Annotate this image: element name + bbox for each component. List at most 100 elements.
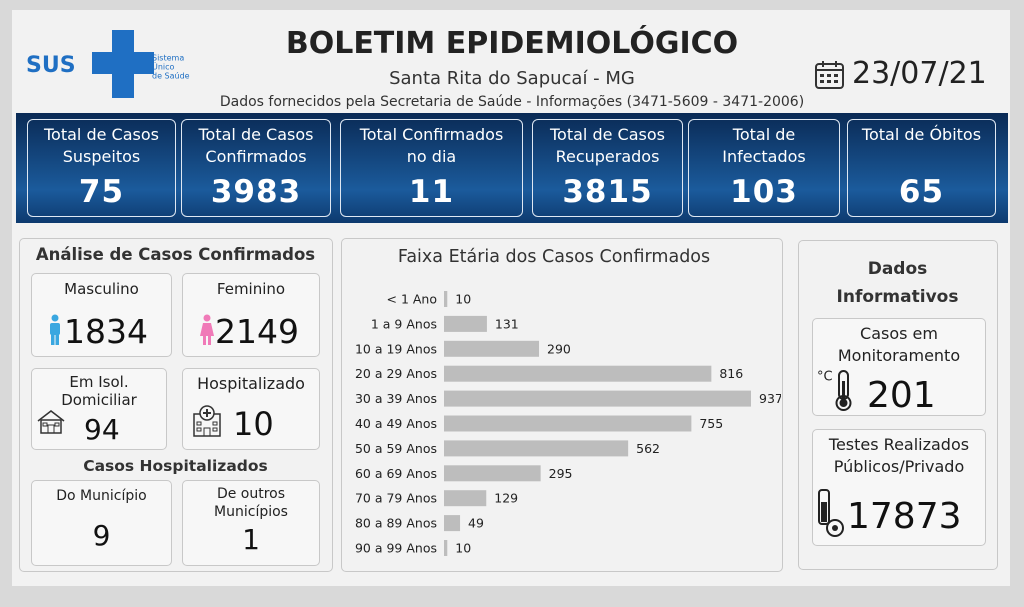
box-value: 17873 <box>847 496 962 537</box>
stat-box: Casos em Monitoramento °C 201 <box>812 318 986 416</box>
stat-box: Do Município 9 <box>31 480 172 566</box>
value-label: 937 <box>759 391 781 406</box>
stat-box: Hospitalizado 10 <box>182 368 320 450</box>
value-label: 131 <box>495 316 519 331</box>
title: BOLETIM EPIDEMIOLÓGICO <box>285 26 739 61</box>
stat-box: De outros Municípios 1 <box>182 480 320 566</box>
stat-box: Feminino 2149 <box>182 273 320 357</box>
card-value: 3815 <box>562 174 653 210</box>
logo-caption: Único <box>152 61 175 72</box>
bar <box>444 440 629 457</box>
test-tube-icon <box>818 489 844 537</box>
summary-band: Total de Casos Suspeitos 75 Total de Caso… <box>16 113 1008 223</box>
card-value: 75 <box>78 174 125 210</box>
box-value: 10 <box>233 405 274 443</box>
bar <box>444 490 487 507</box>
box-label: Do Município <box>56 488 147 504</box>
box-value: 94 <box>84 413 120 446</box>
category-label: 50 a 59 Anos <box>355 441 437 456</box>
city: Santa Rita do Sapucaí - MG <box>389 68 635 89</box>
logo-cross <box>92 52 154 74</box>
logo-caption: Sistema <box>152 54 184 63</box>
card: Total de Casos Recuperados 3815 <box>532 119 683 217</box>
bar <box>444 390 751 407</box>
source: Dados fornecidos pela Secretaria de Saúd… <box>219 94 805 110</box>
value-label: 295 <box>549 466 573 481</box>
stat-box: Em Isol. Domiciliar 94 <box>31 368 167 450</box>
card-value: 3983 <box>210 174 302 210</box>
card-value: 65 <box>898 174 945 210</box>
logo: SUS Sistema Único de Saúde <box>26 30 190 98</box>
box-label: Feminino <box>216 280 286 298</box>
female-icon <box>200 314 214 345</box>
hospital-icon <box>193 405 221 437</box>
value-label: 290 <box>547 341 571 356</box>
bar <box>444 515 461 532</box>
category-label: 1 a 9 Anos <box>371 316 437 331</box>
bar <box>444 291 448 307</box>
box-label: Masculino <box>64 280 139 298</box>
box-label: Testes Realizados Públicos/Privado <box>828 435 970 476</box>
box-label: Em Isol. Domiciliar <box>61 373 137 409</box>
card: Total de Casos Confirmados 3983 <box>181 119 331 217</box>
card-label: Total de Infectados <box>722 125 806 166</box>
card: Total de Óbitos 65 <box>847 119 996 217</box>
analysis-panel: Análise de Casos Confirmados Masculino 1… <box>19 238 333 572</box>
box-label: De outros Municípios <box>214 486 288 520</box>
value-label: 10 <box>455 541 471 556</box>
section-title: Casos Hospitalizados <box>83 457 268 475</box>
value-label: 816 <box>719 366 743 381</box>
house-icon <box>37 410 65 434</box>
category-label: 10 a 19 Anos <box>355 341 437 356</box>
box-value: 9 <box>92 519 111 552</box>
card-label: Total de Óbitos <box>861 125 982 144</box>
category-label: 90 a 99 Anos <box>355 541 437 556</box>
bar <box>444 415 692 432</box>
panel-title: Dados Informativos <box>836 259 959 307</box>
category-label: 60 a 69 Anos <box>355 466 437 481</box>
box-label: Casos em Monitoramento <box>837 324 961 365</box>
category-label: 30 a 39 Anos <box>355 391 437 406</box>
logo-caption: de Saúde <box>152 72 190 81</box>
male-icon <box>50 314 60 345</box>
bar <box>444 315 487 332</box>
value-label: 562 <box>636 441 660 456</box>
stat-box: Masculino 1834 <box>31 273 172 357</box>
date: 23/07/21 <box>852 56 987 91</box>
calendar-icon <box>815 61 844 89</box>
chart-title: Faixa Etária dos Casos Confirmados <box>398 247 710 267</box>
category-label: 20 a 29 Anos <box>355 366 437 381</box>
panel-title: Análise de Casos Confirmados <box>35 245 316 264</box>
box-value: 2149 <box>215 312 299 351</box>
box-label: Hospitalizado <box>197 374 305 393</box>
thermometer-icon: °C <box>817 370 852 411</box>
svg-text:°C: °C <box>817 370 833 385</box>
bar <box>444 540 448 556</box>
category-label: 70 a 79 Anos <box>355 491 437 506</box>
bar <box>444 340 540 357</box>
category-label: 80 a 89 Anos <box>355 516 437 531</box>
card: Total de Casos Suspeitos 75 <box>27 119 176 217</box>
card: Total Confirmados no dia 11 <box>340 119 523 217</box>
card: Total de Infectados 103 <box>688 119 840 217</box>
chart: Faixa Etária dos Casos Confirmados < 1 A… <box>355 247 783 556</box>
card-label: Total Confirmados no dia <box>359 125 504 166</box>
value-label: 129 <box>494 491 518 506</box>
card-value: 11 <box>408 174 455 210</box>
box-value: 1 <box>242 523 260 556</box>
bar <box>444 465 541 482</box>
category-label: 40 a 49 Anos <box>355 416 437 431</box>
value-label: 49 <box>468 516 484 531</box>
value-label: 10 <box>455 292 471 307</box>
chart-panel: Faixa Etária dos Casos Confirmados < 1 A… <box>341 238 783 572</box>
bar <box>444 365 712 382</box>
value-label: 755 <box>699 416 723 431</box>
card-value: 103 <box>730 174 798 210</box>
logo-text: SUS <box>26 53 76 78</box>
box-value: 201 <box>867 375 936 416</box>
stat-box: Testes Realizados Públicos/Privado 17873 <box>812 429 986 546</box>
info-panel: Dados Informativos Casos em Monitorament… <box>798 240 998 570</box>
category-label: < 1 Ano <box>387 292 438 307</box>
box-value: 1834 <box>64 312 148 351</box>
